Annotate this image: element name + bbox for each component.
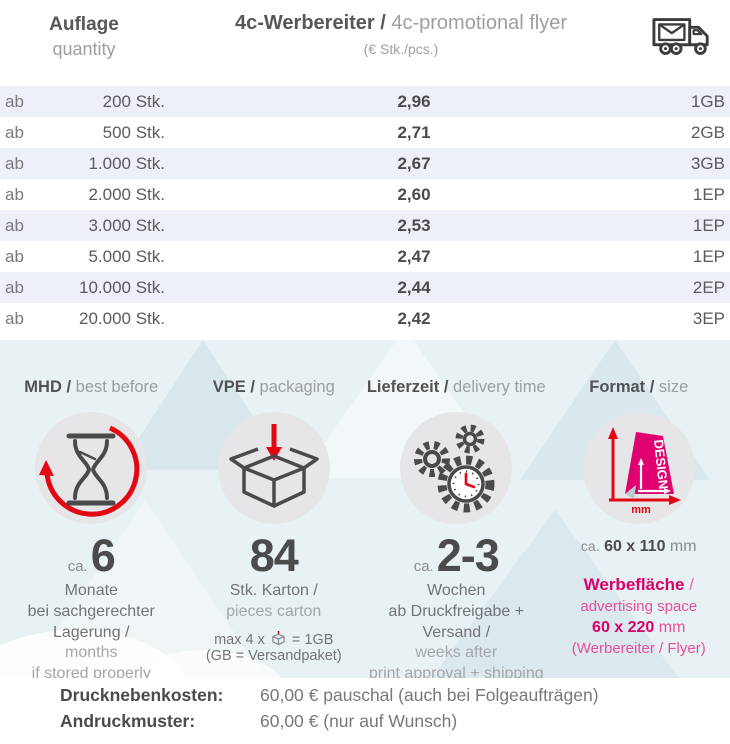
delivery-icon-circle [400,412,513,524]
truck-mail-icon [652,18,709,55]
hourglass-cycle-icon [39,425,140,517]
vpe-value: 84 [249,530,299,581]
delivery-value: ca.2-3 [413,530,500,581]
info-col-vpe: VPE / packaging 84 [183,378,366,678]
cost-row: Andruckmuster: 60,00 € (nur auf Wunsch) [0,708,730,734]
ad-size: 60 x 220 mm [592,619,686,637]
quantity-label-en: quantity [52,39,116,59]
row-prefix: ab [5,184,24,204]
flyer-dimensions-icon: DESIGN mm [607,427,681,516]
format-icon-circle: DESIGN mm [582,412,695,524]
cost-label: Andruckmuster: [60,711,196,731]
vpe-description: Stk. Karton / pieces carton [226,582,322,620]
advertising-space-block: Werbefläche / advertising space 60 x 220… [548,574,730,659]
table-row: ab 20.000 Stk. 2,42 3EP [0,303,730,334]
row-price: 2,96 [397,91,431,111]
table-row: ab 5.000 Stk. 2,47 1EP [0,241,730,272]
product-title-en: 4c-promotional flyer [385,12,567,34]
row-prefix: ab [5,215,24,235]
table-row: ab 1.000 Stk. 2,67 3GB [0,148,730,179]
shipping-header [634,0,730,65]
mini-carton-icon [272,630,285,645]
table-row: ab 2.000 Stk. 2,60 1EP [0,179,730,210]
table-header: Auflage quantity 4c-Werbereiter / 4c-pro… [0,0,730,84]
vpe-icon-circle [217,412,330,524]
row-price: 2,60 [397,184,431,204]
info-panel: MHD / best before [0,340,730,678]
product-column-header: 4c-Werbereiter / 4c-promotional flyer (€… [168,0,634,57]
cost-value: 60,00 € pauschal (auch bei Folgeaufträge… [260,685,599,705]
cost-row: Drucknebenkosten: 60,00 € pauschal (auch… [0,682,730,708]
unit-note: (€ Stk./pcs.) [363,41,439,57]
info-col-delivery: Lieferzeit / delivery time [365,378,548,678]
ad-title: Werbefläche / [583,575,694,594]
mhd-icon-circle [35,412,148,524]
product-title: 4c-Werbereiter / 4c-promotional flyer [168,12,634,35]
ad-line-en: advertising space [580,597,698,615]
row-pack-code: 1EP [692,184,725,204]
vpe-note: max 4 x = 1GB (GB = Versandpaket) [205,630,342,665]
row-pack-code: 1EP [692,215,725,235]
row-quantity: 20.000 Stk. [78,308,165,328]
row-pack-code: 3GB [690,153,725,173]
table-row: ab 10.000 Stk. 2,44 2EP [0,272,730,303]
row-pack-code: 2GB [690,122,725,142]
table-row: ab 3.000 Stk. 2,53 1EP [0,210,730,241]
row-pack-code: 2EP [692,277,725,297]
table-row: ab 500 Stk. 2,71 2GB [0,117,730,148]
row-prefix: ab [5,277,24,297]
gears-clock-icon [414,424,495,513]
format-heading: Format / size [589,378,689,396]
row-price: 2,44 [397,277,431,297]
svg-text:mm: mm [631,504,651,516]
row-quantity: 5.000 Stk. [88,246,165,266]
additional-costs: Drucknebenkosten: 60,00 € pauschal (auch… [0,682,730,734]
row-quantity: 2.000 Stk. [88,184,165,204]
row-quantity: 200 Stk. [102,91,165,111]
row-price: 2,53 [397,215,431,235]
row-price: 2,42 [397,308,431,328]
row-quantity: 10.000 Stk. [78,277,165,297]
row-price: 2,71 [397,122,431,142]
price-table: ab 200 Stk. 2,96 1GB ab 500 Stk. 2,71 2G… [0,86,730,334]
delivery-description: Wochen ab Druckfreigabe + Versand / week… [368,582,544,678]
format-size: ca. 60 x 110 mm [580,538,697,555]
row-prefix: ab [5,153,24,173]
mhd-value: ca.6 [67,530,116,581]
row-price: 2,47 [397,246,431,266]
info-col-format: Format / size DESIGN [548,378,730,678]
row-quantity: 1.000 Stk. [88,153,165,173]
mhd-description: Monate bei sachgerechter Lagerung / mont… [27,582,155,678]
row-prefix: ab [5,308,24,328]
quantity-column-header: Auflage quantity [0,0,168,60]
row-pack-code: 1EP [692,246,725,266]
cost-value: 60,00 € (nur auf Wunsch) [260,711,458,731]
ad-note: (Werbereiter / Flyer) [571,639,706,657]
delivery-heading: Lieferzeit / delivery time [366,378,546,396]
vpe-heading: VPE / packaging [212,378,335,396]
table-row: ab 200 Stk. 2,96 1GB [0,86,730,117]
row-quantity: 500 Stk. [102,122,165,142]
mhd-heading: MHD / best before [24,378,159,396]
row-pack-code: 3EP [692,308,725,328]
product-title-de: 4c-Werbereiter / [235,12,386,34]
row-prefix: ab [5,122,24,142]
info-col-mhd: MHD / best before [0,378,183,678]
open-box-arrow-icon [229,424,319,508]
row-prefix: ab [5,246,24,266]
row-quantity: 3.000 Stk. [88,215,165,235]
cost-label: Drucknebenkosten: [60,685,224,705]
row-pack-code: 1GB [690,91,725,111]
row-prefix: ab [5,91,24,111]
quantity-label-de: Auflage [49,14,119,35]
svg-text:DESIGN: DESIGN [651,439,671,490]
row-price: 2,67 [397,153,431,173]
